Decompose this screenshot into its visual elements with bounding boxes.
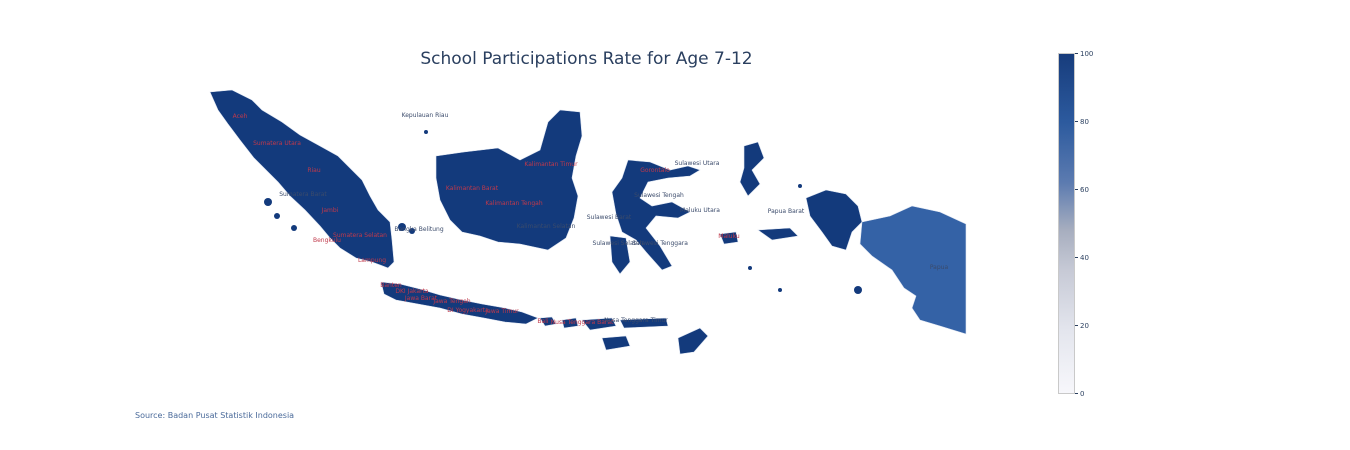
label-sulawesi-barat: Sulawesi Barat xyxy=(587,214,632,221)
colorbar-tickmark xyxy=(1075,189,1078,190)
island-sumba[interactable] xyxy=(601,335,631,351)
label-banten: Banten xyxy=(380,282,402,289)
colorbar-tickmark xyxy=(1075,257,1078,258)
colorbar-tickmark xyxy=(1075,121,1078,122)
label-nusa-tenggara-timur: Nusa Tenggara Timur xyxy=(604,317,668,324)
label-riau: Riau xyxy=(307,167,321,174)
colorbar-tickmark xyxy=(1075,325,1078,326)
island-sulawesi-south[interactable] xyxy=(609,235,631,275)
map-title: School Participations Rate for Age 7-12 xyxy=(420,49,753,69)
label-di-yogyakarta: DI Yogyakarta xyxy=(447,307,489,314)
colorbar-tick-100: 100 xyxy=(1080,50,1094,58)
label-sulawesi-tengah: Sulawesi Tengah xyxy=(634,192,684,199)
island-sumatra[interactable] xyxy=(209,89,395,269)
source-note: Source: Badan Pusat Statistik Indonesia xyxy=(135,411,295,420)
label-bali: Bali xyxy=(537,318,548,325)
label-kepulauan-riau: Kepulauan Riau xyxy=(402,112,449,119)
label-bangka-belitung: Bangka Belitung xyxy=(394,226,443,233)
colorbar-tick-20: 20 xyxy=(1080,322,1089,330)
island-java[interactable] xyxy=(380,281,539,325)
island-lombok[interactable] xyxy=(561,317,579,329)
colorbar-tickmark xyxy=(1075,53,1078,54)
province-labels: Aceh Sumatera Utara Riau Sumatera Barat … xyxy=(233,112,949,326)
label-papua: Papua xyxy=(930,264,949,271)
label-nusa-tenggara-barat: Nusa Tenggara Barat xyxy=(551,319,614,326)
label-dki-jakarta: DKI Jakarta xyxy=(395,288,429,295)
label-bengkulu: Bengkulu xyxy=(313,237,341,244)
label-aceh: Aceh xyxy=(233,113,248,120)
island-buru[interactable] xyxy=(719,231,739,245)
label-sulawesi-tenggara: Sulawesi Tenggara xyxy=(632,240,688,247)
island-flores[interactable] xyxy=(619,317,669,329)
colorbar-tick-60: 60 xyxy=(1080,186,1089,194)
island-seram[interactable] xyxy=(757,227,799,241)
island-papua-barat[interactable] xyxy=(805,189,863,251)
island-bali[interactable] xyxy=(539,316,557,327)
label-lampung: Lampung xyxy=(358,257,386,264)
label-sumatera-barat: Sumatera Barat xyxy=(279,191,327,198)
label-sumatera-selatan: Sumatera Selatan xyxy=(333,232,387,239)
label-kalimantan-barat: Kalimantan Barat xyxy=(446,185,499,192)
label-maluku-utara: Maluku Utara xyxy=(680,207,720,214)
label-jawa-barat: Jawa Barat xyxy=(404,295,438,302)
label-gorontalo: Gorontalo xyxy=(640,167,670,174)
colorbar-tick-80: 80 xyxy=(1080,118,1089,126)
label-kalimantan-selatan: Kalimantan Selatan xyxy=(517,223,576,230)
label-sulawesi-utara: Sulawesi Utara xyxy=(675,160,720,167)
island-papua[interactable] xyxy=(859,205,967,335)
label-kalimantan-timur: Kalimantan Timur xyxy=(524,161,578,168)
label-jawa-timur: Jawa Timur xyxy=(484,308,519,315)
label-papua-barat: Papua Barat xyxy=(768,208,805,215)
label-sulawesi-selatan: Sulawesi Selatan xyxy=(593,240,644,247)
label-jawa-tengah: Jawa Tengah xyxy=(432,298,471,305)
island-halmahera[interactable] xyxy=(739,141,765,197)
colorbar xyxy=(1058,53,1075,394)
island-sumbawa[interactable] xyxy=(581,317,617,331)
island-kalimantan[interactable] xyxy=(435,109,583,251)
island-sulawesi[interactable] xyxy=(611,159,701,271)
colorbar-tick-40: 40 xyxy=(1080,254,1089,262)
island-timor[interactable] xyxy=(677,327,709,355)
label-kalimantan-tengah: Kalimantan Tengah xyxy=(485,200,543,207)
colorbar-tickmark xyxy=(1075,393,1078,394)
label-maluku: Maluku xyxy=(718,233,740,240)
colorbar-tick-0: 0 xyxy=(1080,390,1085,398)
label-sumatera-utara: Sumatera Utara xyxy=(253,140,301,147)
label-jambi: Jambi xyxy=(321,207,339,214)
